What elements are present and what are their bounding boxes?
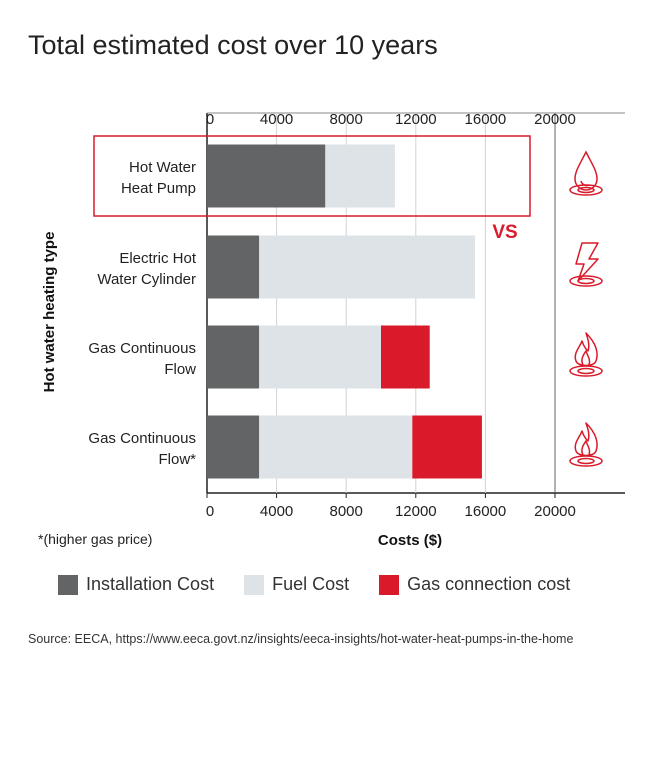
- category-label: Water Cylinder: [97, 271, 196, 288]
- category-label: Gas Continuous: [88, 340, 196, 357]
- x-tick-label-bottom: 0: [206, 503, 214, 520]
- legend-swatch-gas-connection: [379, 574, 400, 595]
- source-note: Source: EECA, https://www.eeca.govt.nz/i…: [28, 632, 574, 646]
- legend-item-gas-connection: Gas connection cost: [379, 574, 570, 595]
- water-drop-icon: [569, 150, 603, 196]
- x-tick-label-top: 16000: [465, 111, 507, 128]
- legend: Installation Cost Fuel Cost Gas connecti…: [58, 574, 600, 595]
- category-label: Electric Hot: [119, 250, 197, 267]
- category-label: Gas Continuous: [88, 430, 196, 447]
- highlight-box: [93, 135, 531, 217]
- legend-swatch-installation: [58, 574, 78, 595]
- bar-installation: [207, 235, 260, 299]
- x-tick-label-top: 8000: [330, 111, 363, 128]
- flame-icon: [569, 332, 603, 377]
- category-label: Heat Pump: [121, 180, 196, 197]
- bar-fuel: [259, 415, 413, 479]
- category-label: Flow*: [158, 451, 196, 468]
- x-tick-label-top: 4000: [260, 111, 293, 128]
- x-tick-label-top: 12000: [395, 111, 437, 128]
- bar-installation: [207, 325, 260, 389]
- x-tick-label-bottom: 12000: [395, 503, 437, 520]
- bar-fuel: [325, 144, 395, 208]
- bar-installation: [207, 144, 326, 208]
- y-axis-title: Hot water heating type: [41, 232, 58, 393]
- bar-fuel: [259, 325, 381, 389]
- legend-item-fuel: Fuel Cost: [244, 574, 349, 595]
- bar-gas_connection: [412, 415, 482, 479]
- legend-label-fuel: Fuel Cost: [272, 574, 350, 594]
- flame-icon: [569, 422, 603, 467]
- category-label: Flow: [164, 361, 196, 378]
- x-axis-title: Costs ($): [378, 532, 442, 549]
- x-tick-label-bottom: 8000: [330, 503, 363, 520]
- category-label: Hot Water: [129, 159, 196, 176]
- x-tick-label-bottom: 4000: [260, 503, 293, 520]
- footnote: *(higher gas price): [38, 531, 153, 547]
- legend-label-gas-connection: Gas connection cost: [407, 574, 571, 594]
- lightning-icon: [569, 242, 603, 287]
- legend-swatch-fuel: [244, 574, 265, 595]
- x-tick-label-top: 0: [206, 111, 214, 128]
- bar-fuel: [259, 235, 475, 299]
- legend-item-installation: Installation Cost: [58, 574, 214, 595]
- x-tick-label-bottom: 16000: [465, 503, 507, 520]
- x-tick-label-top: 20000: [534, 111, 576, 128]
- chart-title: Total estimated cost over 10 years: [28, 30, 438, 60]
- vs-label: VS: [492, 222, 517, 243]
- bar-installation: [207, 415, 260, 479]
- legend-label-installation: Installation Cost: [86, 574, 215, 594]
- x-tick-label-bottom: 20000: [534, 503, 576, 520]
- bar-gas_connection: [381, 325, 430, 389]
